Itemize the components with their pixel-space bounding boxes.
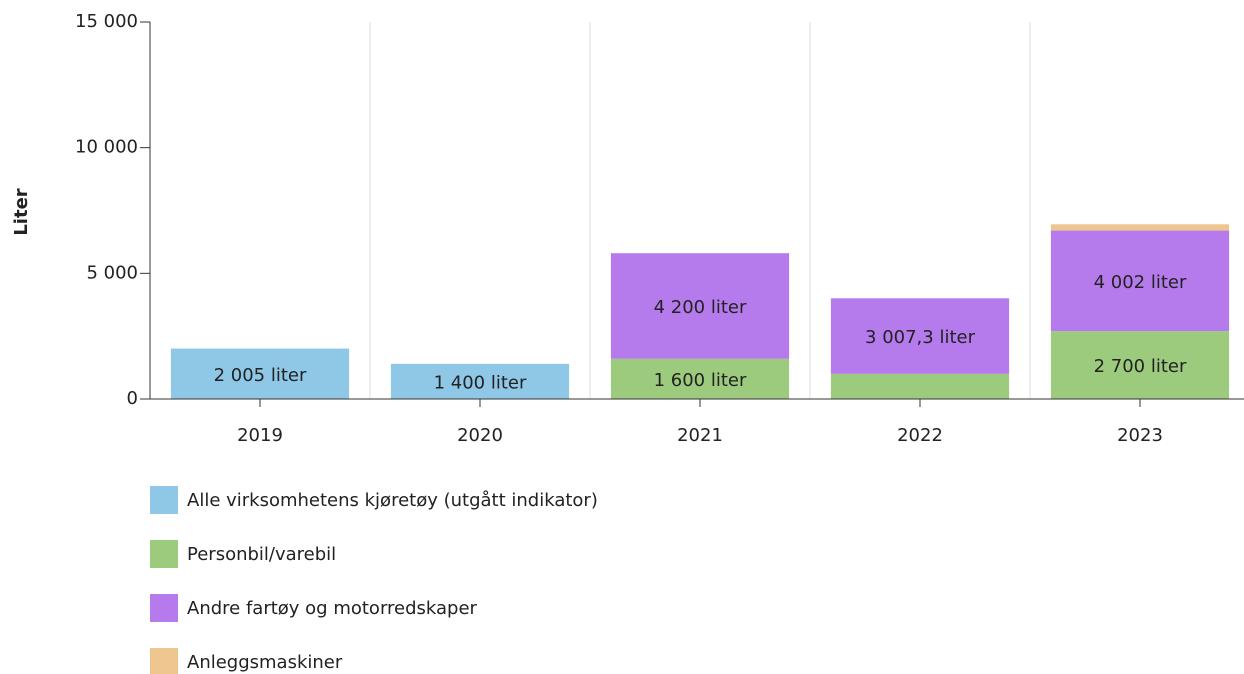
data-label: 3 007,3 liter [865, 327, 976, 348]
x-tick-label: 2020 [457, 425, 503, 446]
y-tick-label: 15 000 [75, 11, 138, 32]
data-label: 1 400 liter [434, 372, 527, 393]
data-label: 2 700 liter [1094, 356, 1187, 377]
legend-label: Alle virksomhetens kjøretøy (utgått indi… [187, 490, 598, 511]
x-tick-label: 2023 [1117, 425, 1163, 446]
bar-segment [170, 348, 350, 399]
x-tick-label: 2021 [677, 425, 723, 446]
bar-segment [1050, 331, 1230, 399]
y-tick-label: 5 000 [86, 262, 138, 283]
x-tick-label: 2019 [237, 425, 283, 446]
bar-segment [830, 298, 1010, 374]
bar-segment [610, 253, 790, 359]
legend-swatch [150, 594, 178, 622]
y-tick-label: 10 000 [75, 137, 138, 158]
bar-segment [1050, 224, 1230, 231]
legend-label: Anleggsmaskiner [187, 652, 343, 673]
data-label: 4 002 liter [1094, 272, 1187, 293]
legend-swatch [150, 540, 178, 568]
y-tick-label: 0 [127, 388, 138, 409]
bar-segment [1050, 230, 1230, 332]
bar-segment [610, 358, 790, 399]
data-label: 4 200 liter [654, 297, 747, 318]
legend-label: Personbil/varebil [187, 544, 336, 565]
data-label: 1 600 liter [654, 370, 747, 391]
data-label: 2 005 liter [214, 365, 307, 386]
y-axis-title: Liter [11, 188, 32, 235]
legend-label: Andre fartøy og motorredskaper [187, 598, 478, 619]
bar-segment [830, 373, 1010, 399]
x-tick-label: 2022 [897, 425, 943, 446]
legend-swatch [150, 486, 178, 514]
bar-segment [390, 363, 570, 399]
legend-swatch [150, 648, 178, 674]
